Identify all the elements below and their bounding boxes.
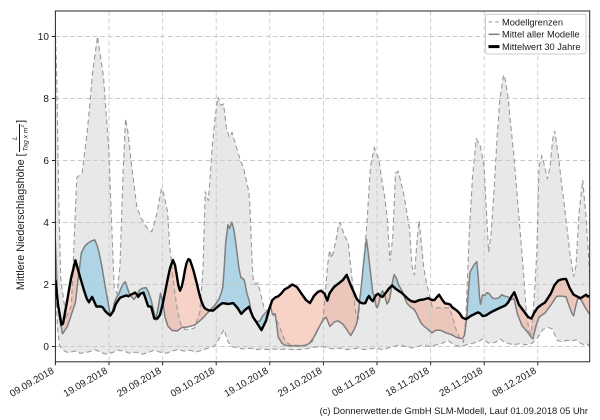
svg-text:6: 6 — [43, 156, 49, 167]
svg-text:8: 8 — [43, 94, 49, 105]
svg-text:Modellgrenzen: Modellgrenzen — [502, 17, 563, 27]
svg-text:Mittelwert 30 Jahre: Mittelwert 30 Jahre — [502, 42, 581, 52]
svg-text:10: 10 — [38, 32, 50, 43]
svg-text:Mittel aller Modelle: Mittel aller Modelle — [502, 30, 580, 40]
svg-text:2: 2 — [43, 280, 49, 291]
svg-text:4: 4 — [43, 218, 49, 229]
svg-text:0: 0 — [43, 342, 49, 353]
